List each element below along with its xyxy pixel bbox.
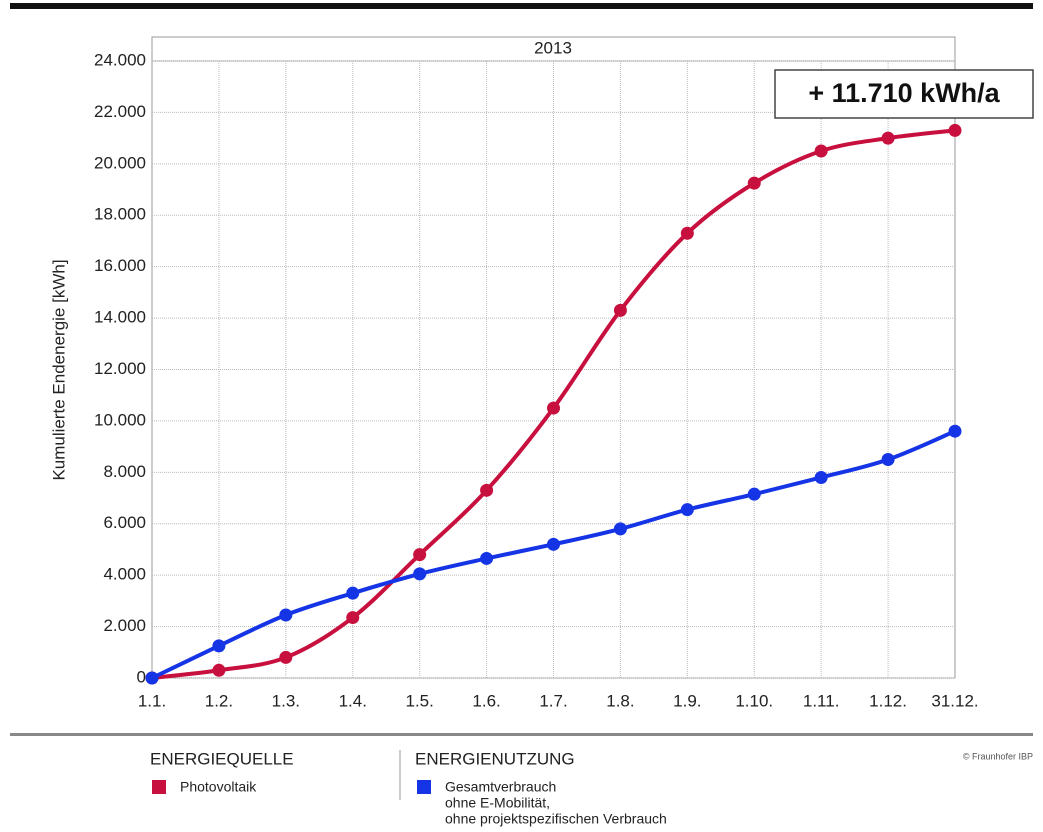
top-bar (10, 3, 1033, 9)
x-tick-label: 1.1. (138, 691, 166, 710)
data-point (212, 639, 226, 653)
y-tick-label: 24.000 (94, 50, 146, 69)
data-point (145, 671, 159, 685)
data-point (279, 650, 293, 664)
x-tick-label: 1.11. (803, 691, 840, 710)
data-point (480, 551, 494, 565)
data-point (814, 470, 828, 484)
annotation-box (774, 69, 1034, 119)
separator (10, 733, 1033, 736)
legend-detail: ohne projektspezifischen Verbrauch (445, 811, 667, 827)
x-tick-label: 1.8. (606, 691, 634, 710)
data-point (680, 503, 694, 517)
data-point (613, 522, 627, 536)
legend-label: Gesamtverbrauch (445, 779, 556, 795)
y-tick-label: 8.000 (103, 462, 146, 481)
data-point (413, 567, 427, 581)
x-tick-label: 1.3. (272, 691, 300, 710)
x-tick-label: 1.2. (205, 691, 233, 710)
annotation: + 11.710 kWh/a (808, 78, 1000, 108)
x-tick-label: 1.6. (472, 691, 500, 710)
data-point (480, 483, 494, 497)
data-point (279, 608, 293, 622)
y-tick-label: 10.000 (94, 410, 146, 429)
data-point (680, 226, 694, 240)
panel-title: 2013 (534, 38, 572, 57)
y-tick-label: 12.000 (94, 359, 146, 378)
y-tick-label: 18.000 (94, 205, 146, 224)
y-tick-label: 20.000 (94, 153, 146, 172)
data-point (547, 537, 560, 551)
data-point (212, 663, 226, 677)
x-tick-label: 1.5. (405, 691, 433, 710)
legend-swatch (417, 780, 431, 794)
panel-header (151, 36, 956, 62)
legend-label: Photovoltaik (180, 779, 257, 795)
legend-swatch (152, 780, 166, 794)
x-tick-label: 1.7. (539, 691, 567, 710)
y-tick-label: 4.000 (103, 565, 146, 584)
y-tick-label: 16.000 (94, 256, 146, 275)
data-point (881, 452, 895, 466)
data-point (547, 401, 560, 415)
legend-group-title: ENERGIEQUELLE (150, 749, 294, 768)
data-point (413, 548, 427, 562)
x-tick-label: 31.12. (931, 691, 978, 710)
data-point (948, 123, 962, 137)
x-tick-label: 1.12. (869, 691, 907, 710)
copyright: © Fraunhofer IBP (963, 751, 1033, 761)
legend-group-title: ENERGIENUTZUNG (415, 749, 575, 768)
y-tick-label: 14.000 (94, 308, 146, 327)
x-tick-label: 1.9. (673, 691, 701, 710)
x-tick-label: 1.4. (339, 691, 367, 710)
data-point (346, 611, 360, 625)
data-point (948, 424, 962, 438)
data-point (881, 131, 895, 145)
x-tick-label: 1.10. (735, 691, 773, 710)
data-point (613, 303, 627, 317)
data-point (747, 176, 761, 190)
y-tick-label: 2.000 (103, 616, 146, 635)
y-axis-label: Kumulierte Endenergie [kWh] (49, 259, 68, 480)
data-point (747, 487, 761, 501)
y-tick-label: 22.000 (94, 102, 146, 121)
data-point (346, 586, 360, 600)
y-tick-label: 0 (137, 667, 146, 686)
data-point (814, 144, 828, 158)
legend-detail: ohne E-Mobilität, (445, 795, 550, 811)
y-tick-label: 6.000 (103, 513, 146, 532)
